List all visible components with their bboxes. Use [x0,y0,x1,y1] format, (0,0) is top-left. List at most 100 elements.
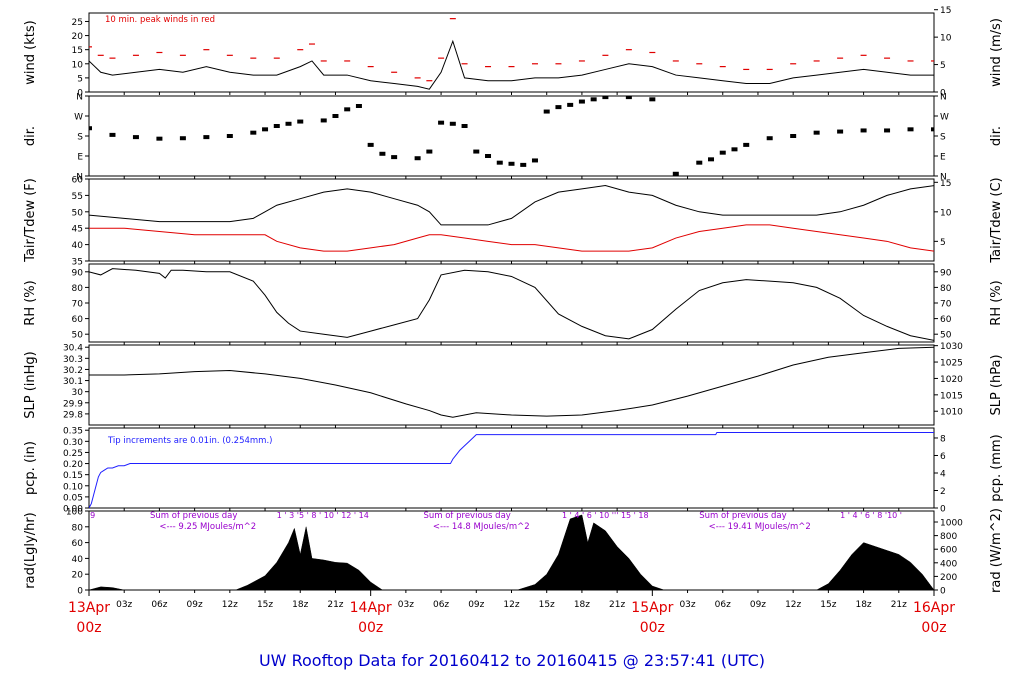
panel-frame [88,178,935,262]
ylabel-left: SLP (inHg) [23,351,38,419]
direction-point [332,114,339,118]
ylabel-right: wind (m/s) [989,18,1004,87]
day-label: 13Apr [68,600,110,616]
ytick-label: 15 [72,46,83,56]
direction-point [367,142,374,147]
hour-label: 21z [891,600,907,610]
daily-sum-note: <--- 9.25 MJoules/m^2 [159,522,256,532]
ylabel-right: Tair/Tdew (C) [989,177,1004,263]
hour-label: 21z [327,600,343,610]
right-ytick-label: 80 [940,284,952,294]
ytick-label: 60 [72,539,84,549]
direction-point [203,135,210,140]
panel-frame [88,263,935,343]
ylabel-left: dir. [23,126,38,146]
series-group [89,346,934,418]
direction-point [226,134,233,138]
series-group [89,431,934,508]
direction-point [590,97,597,102]
hour-label: 18z [292,600,308,610]
direction-point [449,121,456,126]
panel-5: 0.00 0.050.100.150.200.250.300.35 0 2 4 6 8 pcp… [23,427,1004,515]
hour-label: 09z [468,600,484,610]
direction-point [719,150,726,155]
ylabel-right: SLP (hPa) [989,354,1004,415]
ytick-label: 0.35 [63,427,83,437]
direction-point [156,136,163,141]
ytick-label: 80 [72,523,84,533]
direction-point [485,154,492,158]
direction-point [555,105,562,110]
ytick-label: W [74,113,83,123]
panel-6: 02040608010002004006008001000rad(Lgly/hr… [23,508,1004,597]
direction-point [790,134,797,138]
ylabel-left: wind (kts) [23,20,38,84]
ytick-label: N [76,173,83,183]
direction-point [578,99,585,104]
direction-point [320,118,327,123]
hour-label: 12z [503,600,519,610]
ytick-label: 70 [72,300,84,310]
direction-point [731,147,738,152]
series-group [89,514,934,590]
ytick-label: 100 [66,508,83,518]
hour-label: 03z [116,600,132,610]
hour-note: 1 ' 4 ' 6 ' 10 ''' 15 ' 18 [562,511,649,520]
right-ytick-label: S [940,133,946,143]
right-ytick-label: N [940,93,947,103]
right-ytick-label: 50 [940,331,952,341]
ytick-label: E [77,153,83,163]
right-ytick-label: 1010 [940,408,963,418]
direction-point [391,155,398,160]
right-ytick-label: N [940,173,947,183]
direction-point [262,127,269,132]
direction-point [496,160,503,165]
ytick-label: 0.25 [63,449,83,459]
direction-point [473,149,480,154]
ytick-label: 35 [72,258,83,268]
direction-point [625,96,632,100]
right-ytick-label: 60 [940,315,952,325]
hour-label: 12z [222,600,238,610]
direction-point [696,160,703,165]
right-ytick-label: 2 [940,487,946,497]
direction-point [837,129,844,134]
series-group [89,268,934,341]
hour-label: 18z [574,600,590,610]
hour-label: 15z [820,600,836,610]
sum-label: Sum of previous day [699,511,786,521]
ytick-label: 5 [77,74,83,84]
right-ytick-label: 1025 [940,359,963,369]
day-hour-label: 00z [640,620,665,636]
direction-point [672,171,679,176]
direction-point [907,127,914,132]
direction-point [743,142,750,147]
ytick-label: 30.4 [63,344,83,354]
hour-label: 09z [750,600,766,610]
series-group [89,18,934,90]
ytick-label: 0.15 [63,471,83,481]
ytick-label: 20 [72,32,84,42]
right-ytick-label: 15 [940,179,951,189]
day-hour-label: 00z [358,620,383,636]
day-label: 16Apr [913,600,955,616]
daily-sum-note: <--- 14.8 MJoules/m^2 [433,522,530,532]
radiation-area [89,514,934,590]
right-ytick-label: 0 [940,587,946,597]
ytick-label: 90 [72,268,84,278]
ytick-label: 50 [72,208,84,218]
right-ytick-label: 8 [940,434,946,444]
ytick-label: 45 [72,225,83,235]
ytick-label: 50 [72,331,84,341]
right-ytick-label: 600 [940,546,957,556]
direction-point [414,156,421,161]
ytick-label: 60 [72,315,84,325]
direction-point [931,127,934,132]
ytick-label: 20 [72,571,84,581]
direction-point [543,109,550,114]
ytick-label: 40 [72,555,84,565]
ytick-label: 30.1 [63,377,83,387]
right-ytick-label: 90 [940,268,952,278]
hour-label: 06z [151,600,167,610]
sum-label: Sum of previous day [150,511,237,521]
